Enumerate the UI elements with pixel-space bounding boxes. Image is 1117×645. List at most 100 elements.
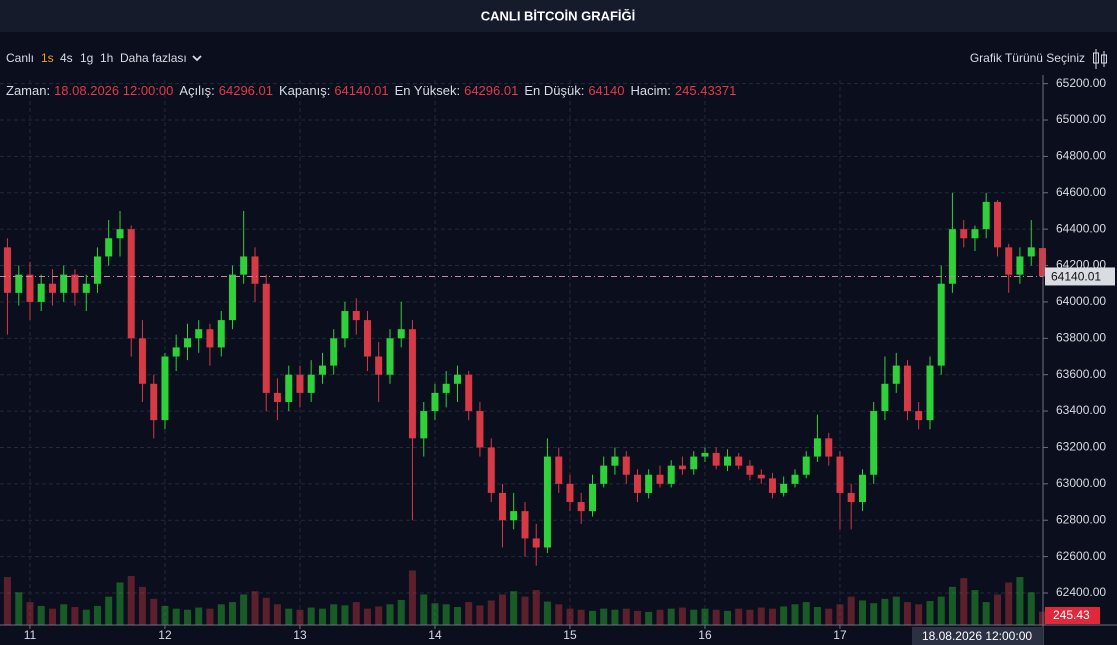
candle-body bbox=[498, 492, 506, 521]
info-label: Kapanış: bbox=[279, 83, 330, 98]
more-button[interactable]: Daha fazlası bbox=[120, 51, 187, 65]
candle-body bbox=[1005, 247, 1013, 275]
volume-bar bbox=[757, 607, 765, 625]
candle-body bbox=[352, 311, 360, 321]
volume-bar bbox=[3, 577, 11, 625]
candle-body bbox=[240, 256, 248, 275]
volume-bar bbox=[307, 607, 315, 625]
volume-bar bbox=[319, 608, 327, 625]
candle-body bbox=[994, 201, 1002, 248]
volume-bar bbox=[296, 609, 304, 625]
price-label: 64140.01 bbox=[1051, 270, 1101, 284]
candle-body bbox=[600, 465, 608, 484]
volume-bar bbox=[454, 607, 462, 625]
candle-body bbox=[768, 478, 776, 493]
volume-bar bbox=[262, 597, 270, 625]
volume-bar bbox=[802, 602, 810, 625]
interval-button[interactable]: 4s bbox=[60, 51, 73, 65]
volume-bar bbox=[870, 603, 878, 625]
candle-body bbox=[172, 347, 180, 357]
volume-bar bbox=[622, 608, 630, 625]
volume-bar bbox=[510, 591, 518, 625]
info-label: Zaman: bbox=[6, 83, 50, 98]
candle-body bbox=[859, 474, 867, 503]
candle-body bbox=[26, 274, 34, 302]
candle-icon bbox=[1093, 49, 1107, 69]
y-tick-label: 63800.00 bbox=[1056, 330, 1106, 344]
chevron-icon bbox=[192, 55, 202, 62]
interval-button[interactable]: 1s bbox=[41, 51, 54, 65]
candle-body bbox=[60, 274, 68, 293]
volume-bar bbox=[341, 605, 349, 625]
y-tick-label: 64800.00 bbox=[1056, 149, 1106, 163]
x-tick-label: 15 bbox=[563, 628, 577, 642]
candle-body bbox=[825, 438, 833, 457]
volume-label: 245.43 bbox=[1053, 608, 1090, 622]
candle-body bbox=[150, 383, 158, 421]
interval-button[interactable]: 1h bbox=[100, 51, 113, 65]
y-tick-label: 62800.00 bbox=[1056, 512, 1106, 526]
candle-body bbox=[408, 329, 416, 439]
candle-body bbox=[982, 201, 990, 230]
volume-bar bbox=[690, 609, 698, 625]
candle-body bbox=[105, 238, 113, 257]
candle-body bbox=[37, 283, 45, 302]
volume-bar bbox=[701, 608, 709, 625]
candle-body bbox=[228, 274, 236, 321]
candle-body bbox=[15, 274, 23, 293]
x-tick-label: 14 bbox=[428, 628, 442, 642]
candle-body bbox=[701, 452, 709, 457]
candle-body bbox=[724, 456, 732, 466]
candle-body bbox=[915, 411, 923, 421]
volume-bar bbox=[724, 610, 732, 625]
volume-bar bbox=[667, 608, 675, 625]
volume-bar bbox=[93, 605, 101, 625]
candle-body bbox=[735, 456, 743, 466]
chart-type-button[interactable]: Grafik Türünü Seçiniz bbox=[970, 51, 1085, 65]
info-value: 245.43371 bbox=[675, 83, 736, 98]
candle-body bbox=[82, 283, 90, 293]
volume-bar bbox=[26, 602, 34, 625]
candle-body bbox=[656, 474, 664, 484]
volume-bar bbox=[408, 570, 416, 625]
volume-bar bbox=[1005, 582, 1013, 625]
candle-body bbox=[397, 329, 405, 339]
candle-body bbox=[1038, 248, 1046, 277]
info-value: 18.08.2026 12:00:00 bbox=[54, 83, 173, 98]
volume-bar bbox=[994, 594, 1002, 625]
volume-bar bbox=[937, 596, 945, 625]
volume-bar bbox=[105, 596, 113, 625]
volume-bar bbox=[1038, 611, 1046, 625]
volume-bar bbox=[813, 607, 821, 625]
candle-body bbox=[273, 392, 281, 402]
info-label: En Yüksek: bbox=[395, 83, 461, 98]
candle-body bbox=[870, 411, 878, 475]
x-tick-label: 17 bbox=[833, 628, 847, 642]
volume-bar bbox=[184, 609, 192, 625]
y-tick-label: 63400.00 bbox=[1056, 403, 1106, 417]
volume-bar bbox=[498, 594, 506, 625]
candle-body bbox=[813, 438, 821, 457]
candle-body bbox=[543, 456, 551, 548]
candle-body bbox=[285, 374, 293, 402]
volume-bar bbox=[566, 608, 574, 625]
x-tick-label: 13 bbox=[293, 628, 307, 642]
title-bar bbox=[0, 0, 1117, 32]
volume-bar bbox=[397, 599, 405, 625]
candle-body bbox=[262, 283, 270, 393]
volume-bar bbox=[206, 608, 214, 625]
candle-body bbox=[577, 502, 585, 512]
time-label-box bbox=[912, 627, 1043, 645]
volume-bar bbox=[768, 608, 776, 625]
interval-button[interactable]: 1g bbox=[80, 51, 93, 65]
live-button[interactable]: Canlı bbox=[6, 51, 34, 65]
volume-bar bbox=[476, 605, 484, 625]
toolbar: Canlı Daha fazlası Grafik Türünü Seçiniz… bbox=[6, 49, 1107, 69]
y-tick-label: 64600.00 bbox=[1056, 185, 1106, 199]
volume-bar bbox=[273, 604, 281, 625]
volume-bar bbox=[903, 602, 911, 625]
candle-body bbox=[386, 338, 394, 375]
volume-bar bbox=[71, 607, 79, 625]
candle-body bbox=[93, 256, 101, 284]
candle-body bbox=[184, 338, 192, 348]
